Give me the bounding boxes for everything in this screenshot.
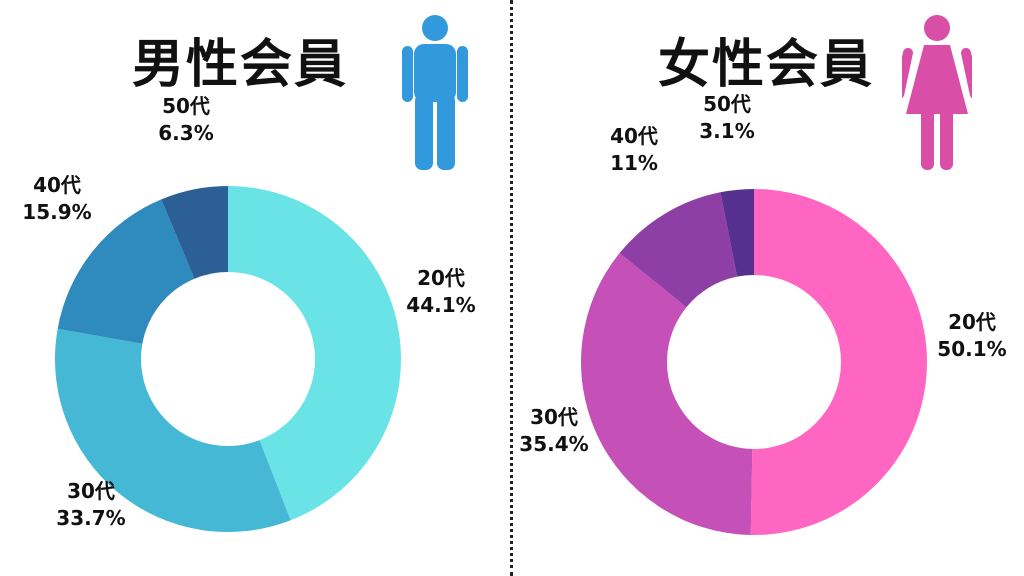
panel-divider (510, 0, 513, 576)
male-slice-30 (55, 328, 291, 532)
female-slice-40 (619, 192, 738, 308)
percent-label: 35.4% (519, 432, 589, 456)
male-members-panel: 男性会員 20代 44.1% 30代 33.7% 40代 15.9% 50代 6.3% (22, 15, 476, 532)
percent-label: 6.3% (158, 121, 214, 145)
percent-label: 50.1% (937, 337, 1007, 361)
percent-label: 3.1% (699, 119, 755, 143)
male-slice-20 (228, 186, 401, 521)
female-slice-20 (750, 189, 928, 536)
category-label: 20代 (417, 266, 465, 290)
male-label-20: 20代 44.1% (406, 265, 475, 319)
female-slice-50 (720, 189, 754, 277)
male-label-40: 40代 15.9% (22, 172, 91, 226)
male-slice-40 (57, 199, 195, 344)
category-label: 50代 (703, 92, 751, 116)
male-slice-50 (161, 186, 228, 279)
percent-label: 11% (610, 151, 658, 175)
female-donut-chart (581, 189, 928, 536)
category-label: 30代 (530, 405, 578, 429)
category-label: 50代 (162, 94, 210, 118)
category-label: 20代 (948, 310, 996, 334)
percent-label: 33.7% (56, 506, 126, 530)
male-label-30: 30代 33.7% (56, 478, 125, 532)
female-slice-30 (581, 253, 753, 535)
male-chart-title: 男性会員 (132, 35, 349, 95)
category-label: 40代 (610, 124, 658, 148)
male-person-icon (402, 15, 468, 170)
male-donut-chart (55, 186, 401, 532)
male-label-50: 50代 6.3% (158, 93, 213, 147)
female-chart-title: 女性会員 (658, 35, 875, 95)
female-label-20: 20代 50.1% (937, 309, 1006, 363)
female-person-icon (902, 15, 972, 170)
female-label-30: 30代 35.4% (519, 404, 588, 458)
female-label-50: 50代 3.1% (699, 91, 754, 145)
category-label: 30代 (67, 479, 115, 503)
category-label: 40代 (33, 173, 81, 197)
percent-label: 44.1% (406, 293, 476, 317)
female-members-panel: 女性会員 20代 50.1% 30代 35.4% 40代 11% 50代 3.1% (512, 0, 1024, 576)
percent-label: 15.9% (22, 200, 92, 224)
female-label-40: 40代 11% (610, 123, 658, 177)
